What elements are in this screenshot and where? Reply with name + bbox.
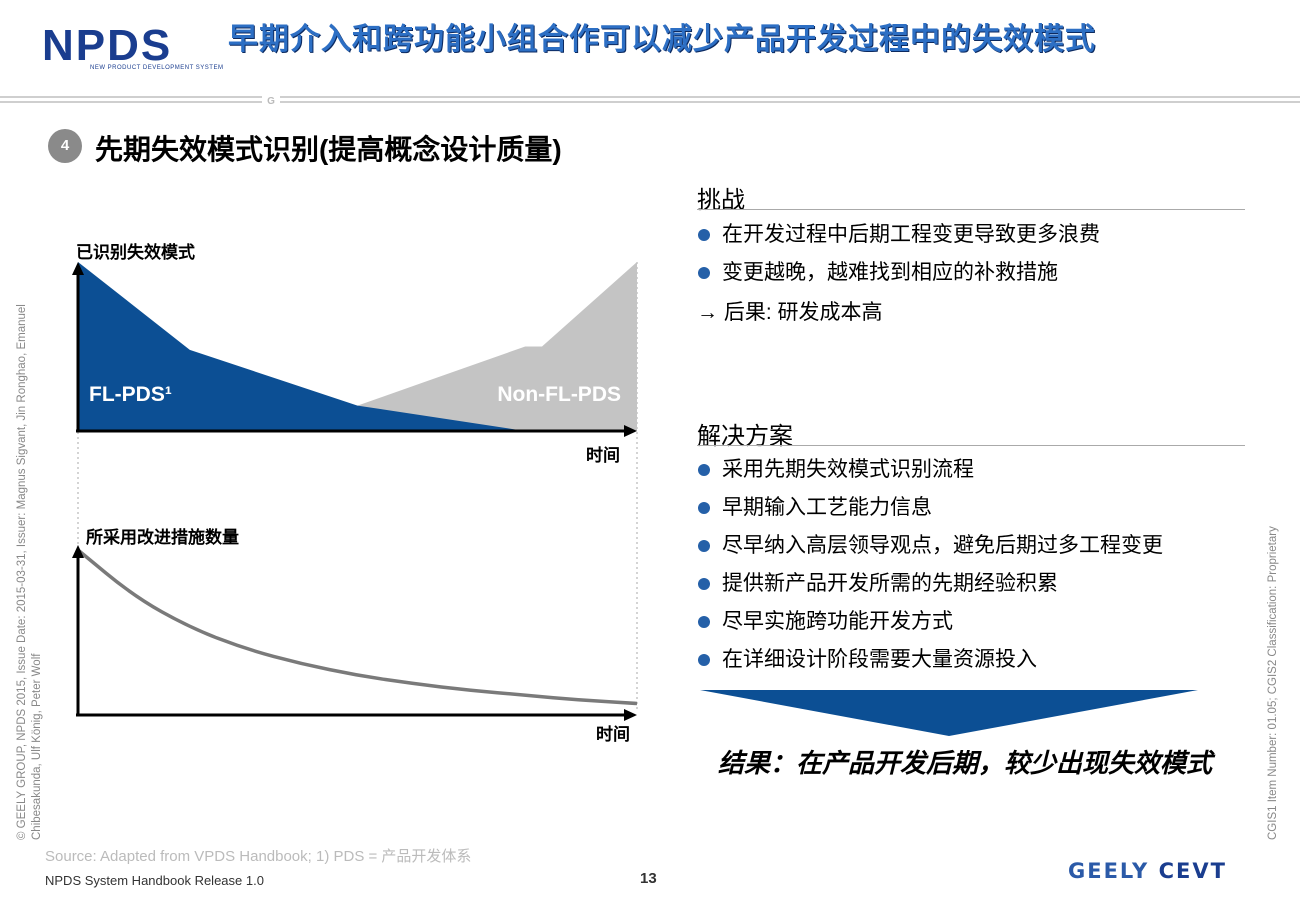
solution-bullet: 早期输入工艺能力信息 [697,494,1163,532]
bullet-dot-icon [698,616,710,628]
challenge-bullet: 变更越晚，越难找到相应的补救措施 [697,259,1100,297]
cevt-logo-text: CEVT [1158,859,1227,883]
chart2-ylabel: 所采用改进措施数量 [86,528,239,547]
fl-pds-area [78,262,526,431]
section-title: 先期失效模式识别(提高概念设计质量) [95,134,562,165]
fl-pds-label: FL-PDS¹ [89,383,172,406]
chart2-axes [72,545,637,721]
npds-logo: NPDS NEW PRODUCT DEVELOPMENT SYSTEM [42,21,224,74]
non-fl-pds-area [357,262,637,431]
bullet-dot-icon [698,578,710,590]
charts-canvas: FL-PDS¹ Non-FL-PDS [72,262,638,721]
bullet-dot-icon [698,464,710,476]
challenge-bullet: 在开发过程中后期工程变更导致更多浪费 [697,221,1100,259]
consequence-line: → 后果: 研发成本高 [697,296,883,326]
bullet-dot-icon [698,267,710,279]
improvement-count-curve [76,548,638,706]
solution-bullet: 采用先期失效模式识别流程 [697,456,1163,494]
non-fl-pds-label: Non-FL-PDS [497,383,621,406]
geely-cevt-logo: GEELY CEVT [1068,859,1227,883]
right-arrow-icon: → [697,301,718,324]
classification-notice: CGIS1 Item Number: 01.05; CGIS2 Classifi… [1267,526,1279,840]
section-number-badge: 4 [48,129,82,163]
challenge-list: 在开发过程中后期工程变更导致更多浪费 变更越晚，越难找到相应的补救措施 [697,221,1100,297]
page-number: 13 [640,870,657,887]
bullet-dot-icon [698,502,710,514]
chart2-y-arrowhead [72,545,84,558]
chart1-ylabel: 已识别失效模式 [76,243,195,262]
chart1-axes [72,262,637,437]
solution-rule [697,445,1245,446]
page-title: 早期介入和跨功能小组合作可以减少产品开发过程中的失效模式 [228,23,1096,56]
challenge-rule [697,209,1245,210]
bullet-dot-icon [698,654,710,666]
geely-logo-text: GEELY [1068,859,1150,883]
solution-bullet: 尽早实施跨功能开发方式 [697,608,1163,646]
result-statement: 结果：在产品开发后期，较少出现失效模式 [718,748,1213,778]
handbook-release: NPDS System Handbook Release 1.0 [45,873,264,888]
solution-bullet: 提供新产品开发所需的先期经验积累 [697,570,1163,608]
logo-text: NPDS [42,21,173,70]
solution-list: 采用先期失效模式识别流程 早期输入工艺能力信息 尽早纳入高层领导观点，避免后期过… [697,456,1163,684]
solution-bullet: 尽早纳入高层领导观点，避免后期过多工程变更 [697,532,1163,570]
source-note: Source: Adapted from VPDS Handbook; 1) P… [45,848,472,865]
solution-bullet: 在详细设计阶段需要大量资源投入 [697,646,1163,684]
logo-subtitle: NEW PRODUCT DEVELOPMENT SYSTEM [90,65,224,71]
bullet-dot-icon [698,229,710,241]
header-divider: G [0,95,1300,105]
chart1-y-arrowhead [72,262,84,275]
result-arrow-icon [700,690,1198,736]
bullet-dot-icon [698,540,710,552]
consequence-text: 后果: 研发成本高 [723,301,883,324]
chart1-x-arrowhead [624,425,637,437]
chart2-x-arrowhead [624,709,637,721]
chart2-xlabel: 时间 [596,725,630,744]
chart1-xlabel: 时间 [586,446,620,465]
svg-text:G: G [267,96,275,105]
